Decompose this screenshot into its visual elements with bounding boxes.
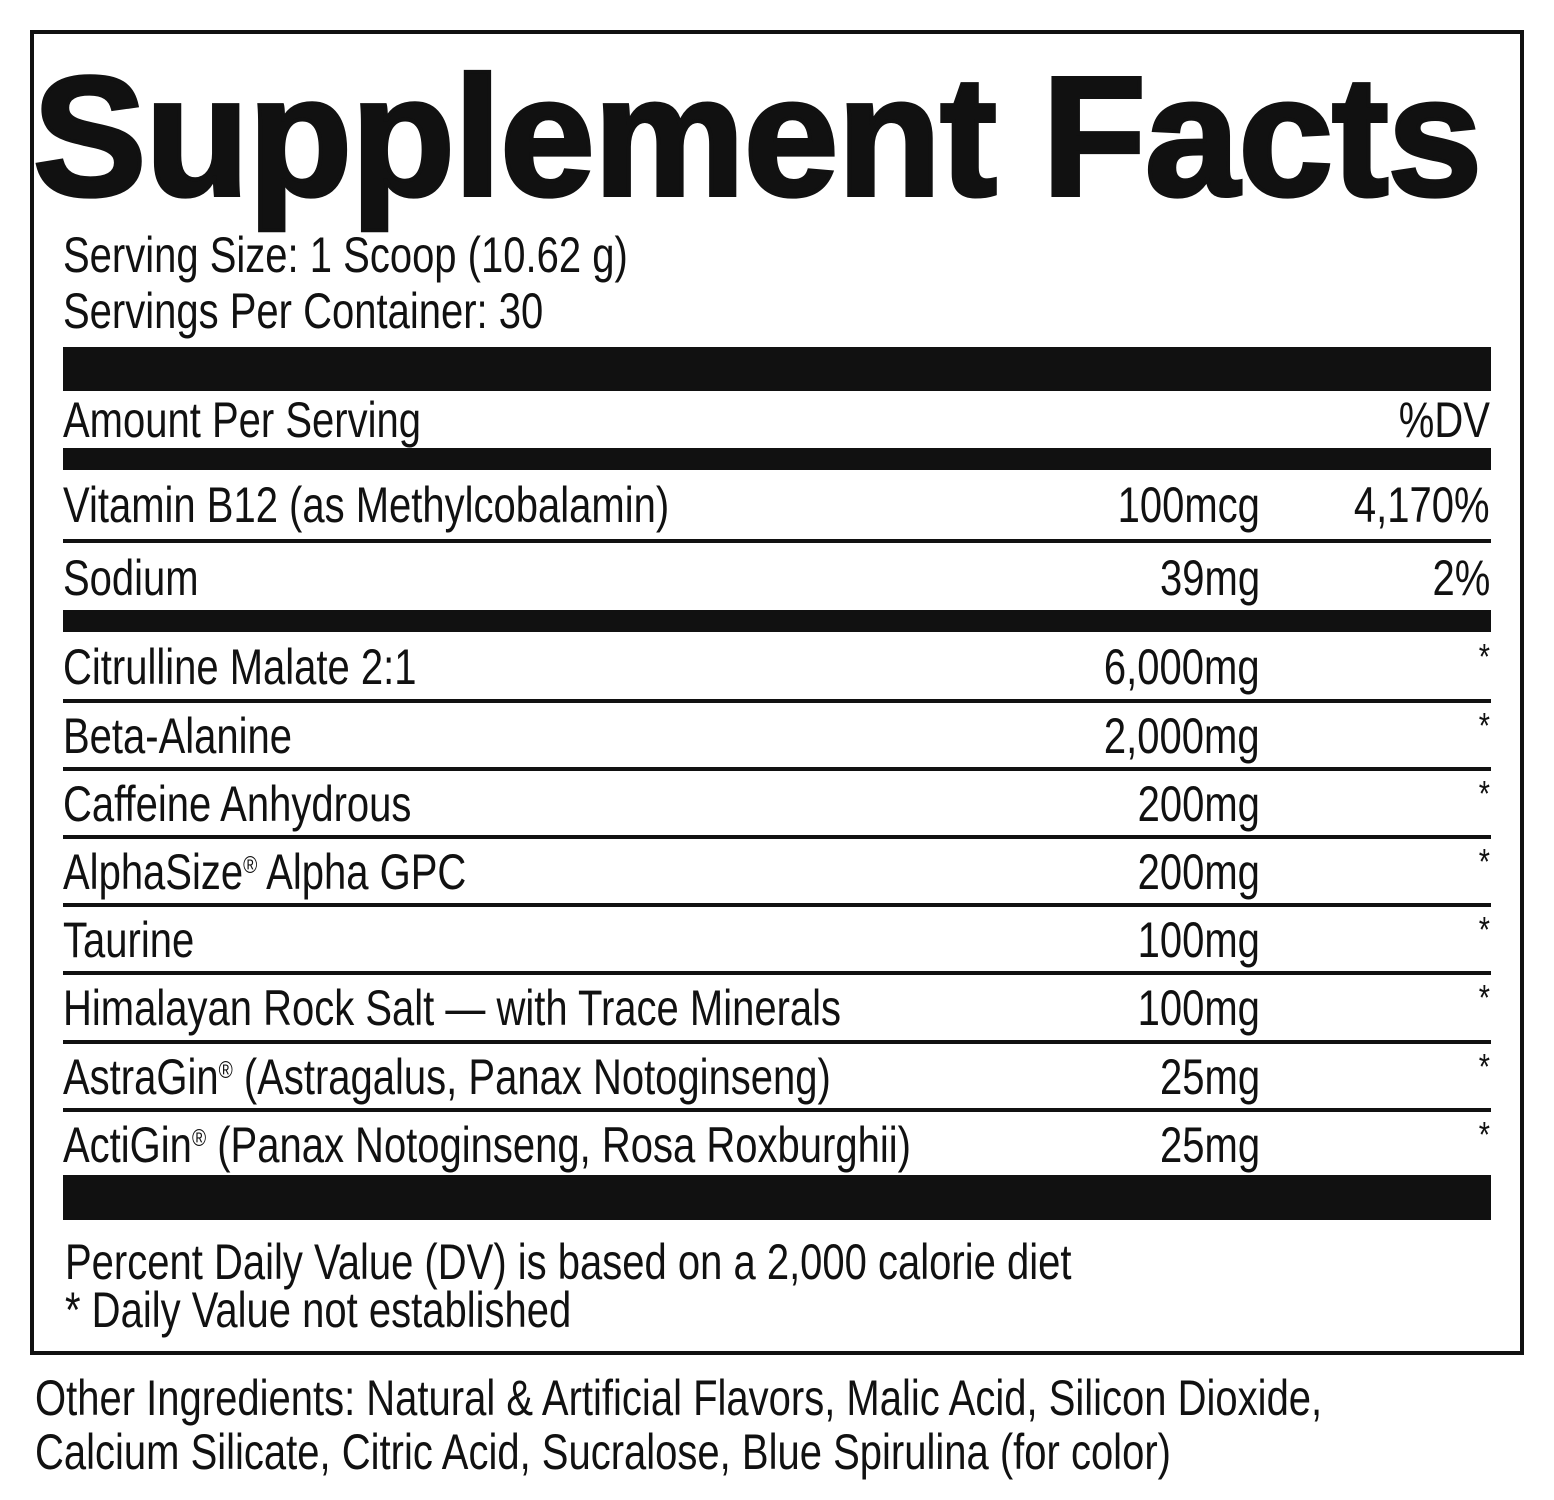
ingredient-amount: 200mg	[1137, 844, 1260, 900]
row-divider	[63, 971, 1491, 975]
ingredient-amount: 6,000mg	[1104, 639, 1260, 695]
medium-divider	[63, 448, 1491, 470]
ingredient-dv: 2%	[1432, 550, 1490, 606]
ingredient-name-text: Citrulline Malate 2:1	[63, 639, 417, 695]
ingredient-detail: Alpha GPC	[257, 844, 467, 900]
ingredient-name-text: Vitamin B12 (as Methylcobalamin)	[63, 477, 670, 533]
ingredient-amount: 100mg	[1137, 912, 1260, 968]
other-ingredients-line-1: Other Ingredients: Natural & Artificial …	[35, 1370, 1323, 1426]
row-divider	[63, 835, 1491, 839]
ingredient-dv: 4,170%	[1354, 477, 1490, 533]
thick-divider	[63, 347, 1491, 391]
ingredient-amount: 200mg	[1137, 776, 1260, 832]
ingredient-name-text: Caffeine Anhydrous	[63, 776, 412, 832]
ingredient-detail: (Panax Notoginseng, Rosa Roxburghii)	[206, 1117, 911, 1173]
ingredient-name-text: ActiGin	[63, 1117, 192, 1173]
ingredient-name: AstraGin® (Astragalus, Panax Notoginseng…	[63, 1052, 831, 1102]
ingredient-amount: 2,000mg	[1104, 708, 1260, 764]
ingredient-name-text: Beta-Alanine	[63, 708, 293, 764]
ingredient-dv: *	[1478, 841, 1490, 882]
ingredient-dv: *	[1478, 1046, 1490, 1087]
ingredient-name: Himalayan Rock Salt — with Trace Mineral…	[63, 983, 841, 1033]
panel-title: Supplement Facts	[31, 42, 1484, 232]
row-divider	[63, 767, 1491, 771]
ingredient-name: Caffeine Anhydrous	[63, 779, 411, 829]
ingredient-name: AlphaSize® Alpha GPC	[63, 847, 466, 897]
ingredient-dv: *	[1478, 1114, 1490, 1155]
row-divider	[63, 699, 1491, 703]
registered-mark: ®	[243, 852, 258, 879]
registered-mark: ®	[218, 1057, 233, 1084]
ingredient-dv: *	[1478, 705, 1490, 746]
ingredient-detail: (Astragalus, Panax Notoginseng)	[232, 1049, 831, 1105]
ingredient-name-text: AlphaSize	[63, 844, 244, 900]
supplement-facts-panel	[30, 30, 1524, 1355]
serving-size: Serving Size: 1 Scoop (10.62 g)	[63, 227, 628, 283]
amount-per-serving-label: Amount Per Serving	[63, 392, 421, 448]
medium-divider	[63, 610, 1491, 632]
ingredient-name: Vitamin B12 (as Methylcobalamin)	[63, 480, 669, 530]
ingredient-dv: *	[1478, 773, 1490, 814]
row-divider	[63, 539, 1491, 543]
thick-divider	[63, 1175, 1491, 1220]
ingredient-amount: 100mg	[1137, 980, 1260, 1036]
ingredient-name-text: AstraGin	[63, 1049, 219, 1105]
ingredient-name-text: Taurine	[63, 912, 195, 968]
ingredient-name-text: Sodium	[63, 550, 199, 606]
ingredient-dv: *	[1478, 909, 1490, 950]
registered-mark: ®	[191, 1125, 207, 1152]
ingredient-amount: 25mg	[1159, 1117, 1260, 1173]
ingredient-name: Taurine	[63, 915, 194, 965]
ingredient-name: Beta-Alanine	[63, 711, 292, 761]
dv-header-label: %DV	[1398, 392, 1490, 448]
row-divider	[63, 1040, 1491, 1044]
ingredient-amount: 100mcg	[1117, 477, 1260, 533]
ingredient-dv: *	[1478, 977, 1490, 1018]
footnote-dv: Percent Daily Value (DV) is based on a 2…	[65, 1234, 1072, 1290]
footnote-asterisk: * Daily Value not established	[65, 1282, 572, 1338]
ingredient-name-text: Himalayan Rock Salt — with Trace Mineral…	[63, 980, 842, 1036]
row-divider	[63, 1108, 1491, 1112]
servings-per-container: Servings Per Container: 30	[63, 283, 544, 339]
ingredient-amount: 25mg	[1159, 1049, 1260, 1105]
other-ingredients-line-2: Calcium Silicate, Citric Acid, Sucralose…	[35, 1424, 1171, 1480]
ingredient-name: Sodium	[63, 553, 199, 603]
ingredient-name: Citrulline Malate 2:1	[63, 642, 417, 692]
ingredient-amount: 39mg	[1159, 550, 1260, 606]
ingredient-dv: *	[1478, 636, 1490, 677]
row-divider	[63, 903, 1491, 907]
ingredient-name: ActiGin® (Panax Notoginseng, Rosa Roxbur…	[63, 1120, 911, 1170]
